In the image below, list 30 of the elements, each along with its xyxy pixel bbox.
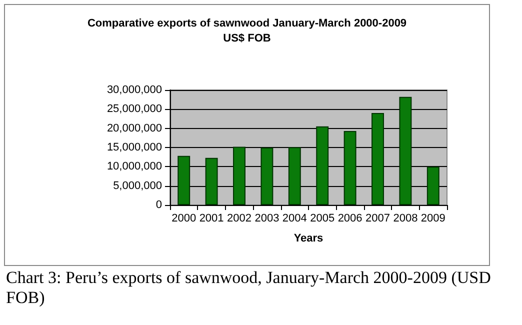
y-tick-label: 25,000,000 [106, 103, 162, 116]
x-tick-label: 2003 [254, 212, 280, 224]
y-tick-label: 0 [156, 199, 162, 211]
y-tick-label: 30,000,000 [106, 84, 162, 96]
bar [205, 158, 218, 205]
bar [178, 156, 190, 205]
x-tick-label: 2006 [338, 212, 362, 224]
bar [288, 147, 301, 205]
caption: Chart 3: Peru’s exports of sawnwood, January-March 2000-2009 (USD FOB) [6, 268, 492, 308]
bar [426, 166, 440, 205]
y-tick-label: 5,000,000 [113, 180, 162, 192]
x-tick-label: 2001 [199, 212, 224, 224]
bar [316, 126, 329, 205]
chart-title: Comparative exports of sawnwood January-March 2000-2009 US$ FOB [87, 18, 407, 44]
x-axis-title: Years [294, 232, 324, 244]
y-tick-label: 10,000,000 [106, 160, 162, 173]
x-tick-label: 2002 [227, 212, 252, 224]
bar [399, 96, 412, 205]
bar [344, 131, 356, 205]
x-tick-label: 2007 [366, 212, 390, 224]
y-tick-label: 15,000,000 [106, 142, 162, 154]
bar [372, 113, 384, 205]
x-tick-label: 2008 [393, 212, 418, 224]
bar [233, 146, 246, 205]
bar [260, 148, 274, 205]
y-tick-label: 20,000,000 [106, 122, 162, 134]
x-tick-label: 2009 [420, 212, 446, 224]
x-tick-label: 2000 [172, 212, 196, 224]
x-tick-label: 2005 [310, 212, 335, 224]
x-tick-label: 2004 [282, 212, 307, 224]
